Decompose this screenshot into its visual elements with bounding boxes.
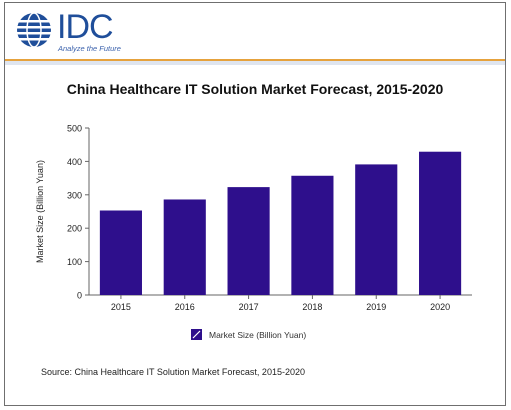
y-tick-label: 0 xyxy=(77,291,82,301)
bar-2018 xyxy=(291,175,334,295)
x-tick-label-2018: 2018 xyxy=(302,302,322,312)
y-tick-label: 100 xyxy=(67,257,82,267)
x-tick-label-2019: 2019 xyxy=(366,302,386,312)
y-tick-label: 300 xyxy=(67,190,82,200)
header-accent-band xyxy=(5,59,505,61)
header-band xyxy=(5,61,505,65)
logo-tagline: Analyze the Future xyxy=(58,44,121,53)
bar-2020 xyxy=(419,151,462,295)
bar-chart: 0 100 200 300 400 500 Market Size (Billion Yua… xyxy=(35,124,472,340)
figure-frame: IDC Analyze the Future China Healthcare … xyxy=(4,2,506,406)
bar-2016 xyxy=(163,199,206,295)
bar-2019 xyxy=(355,164,398,295)
y-axis-label: Market Size (Billion Yuan) xyxy=(35,160,45,263)
x-tick-label-2017: 2017 xyxy=(239,302,259,312)
y-tick-label: 500 xyxy=(67,124,82,134)
logo-wordmark: IDC xyxy=(57,8,114,46)
header: IDC Analyze the Future xyxy=(5,3,505,65)
chart-title: China Healthcare IT Solution Market Fore… xyxy=(66,81,444,97)
y-tick-label: 200 xyxy=(67,224,82,234)
bar-2015 xyxy=(99,210,142,295)
globe-icon xyxy=(16,12,52,48)
x-tick-label-2015: 2015 xyxy=(111,302,131,312)
y-tick-label: 400 xyxy=(67,157,82,167)
legend-label: Market Size (Billion Yuan) xyxy=(209,330,306,340)
legend-swatch-mark xyxy=(192,330,201,339)
bar-2017 xyxy=(227,187,270,295)
x-tick-label-2020: 2020 xyxy=(430,302,450,312)
source-note: Source: China Healthcare IT Solution Mar… xyxy=(41,367,305,377)
x-tick-label-2016: 2016 xyxy=(175,302,195,312)
